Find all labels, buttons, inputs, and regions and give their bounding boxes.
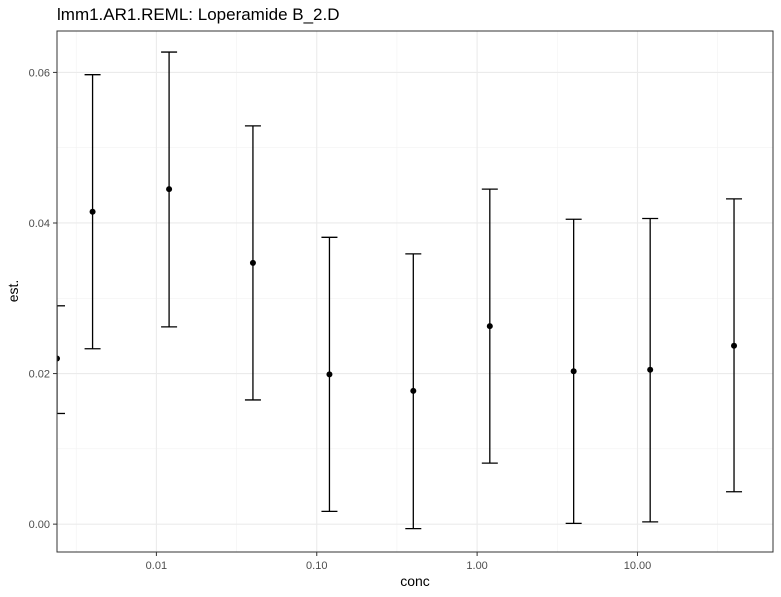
- data-point: [57, 355, 60, 362]
- x-tick-label: 0.10: [306, 560, 327, 572]
- x-axis-title: conc: [400, 573, 430, 589]
- data-point: [410, 387, 417, 394]
- x-tick-label: 0.01: [146, 560, 167, 572]
- data-marks: [57, 51, 743, 530]
- plot-panel: [57, 31, 773, 552]
- data-point: [166, 186, 173, 193]
- data-point: [249, 259, 256, 266]
- data-point: [570, 368, 577, 375]
- x-tick-label: 1.00: [466, 560, 487, 572]
- x-axis: 0.01 0.10 1.00 10.00: [146, 552, 652, 572]
- grid-minor: [57, 31, 773, 552]
- y-axis: 0.00 0.02 0.04 0.06: [29, 67, 57, 531]
- data-point: [326, 371, 333, 378]
- data-point: [731, 342, 738, 349]
- grid-major: [57, 31, 773, 552]
- data-point: [486, 323, 493, 330]
- y-tick-label: 0.00: [29, 519, 50, 531]
- x-tick-label: 10.00: [624, 560, 652, 572]
- data-point: [89, 208, 96, 215]
- plot-border: [56, 30, 774, 553]
- y-tick-label: 0.02: [29, 369, 50, 381]
- y-tick-label: 0.04: [29, 218, 50, 230]
- chart-title: lmm1.AR1.REML: Loperamide B_2.D: [57, 5, 340, 24]
- data-point: [647, 366, 654, 373]
- y-axis-title: est.: [5, 280, 21, 303]
- y-tick-label: 0.06: [29, 67, 50, 79]
